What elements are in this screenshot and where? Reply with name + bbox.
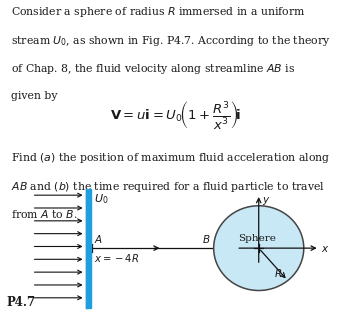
Text: Find $(a)$ the position of maximum fluid acceleration along: Find $(a)$ the position of maximum fluid…	[11, 151, 330, 165]
Text: $x = -4R$: $x = -4R$	[94, 252, 139, 264]
Text: P4.7: P4.7	[6, 296, 36, 309]
Text: stream $U_0$, as shown in Fig. P4.7. According to the theory: stream $U_0$, as shown in Fig. P4.7. Acc…	[11, 34, 330, 48]
Text: Sphere: Sphere	[238, 234, 276, 243]
Text: of Chap. 8, the fluid velocity along streamline $AB$ is: of Chap. 8, the fluid velocity along str…	[11, 62, 295, 76]
Text: $R$: $R$	[274, 267, 282, 279]
Bar	[86, 189, 91, 308]
Text: $B$: $B$	[202, 234, 211, 246]
Circle shape	[214, 206, 304, 290]
Text: $\mathbf{V} = \mathit{u}\mathbf{i} = U_0\!\left(1 + \dfrac{R^3}{x^3}\right)\!\ma: $\mathbf{V} = \mathit{u}\mathbf{i} = U_0…	[110, 100, 242, 131]
Text: $y$: $y$	[262, 195, 270, 207]
Text: $U_0$: $U_0$	[94, 192, 108, 206]
Text: $AB$ and $(b)$ the time required for a fluid particle to travel: $AB$ and $(b)$ the time required for a f…	[11, 179, 325, 194]
Text: $A$: $A$	[94, 234, 103, 246]
Text: given by: given by	[11, 91, 57, 101]
Text: $x$: $x$	[321, 244, 329, 254]
Text: from $A$ to $B$.: from $A$ to $B$.	[11, 208, 77, 220]
Text: Consider a sphere of radius $R$ immersed in a uniform: Consider a sphere of radius $R$ immersed…	[11, 5, 305, 20]
